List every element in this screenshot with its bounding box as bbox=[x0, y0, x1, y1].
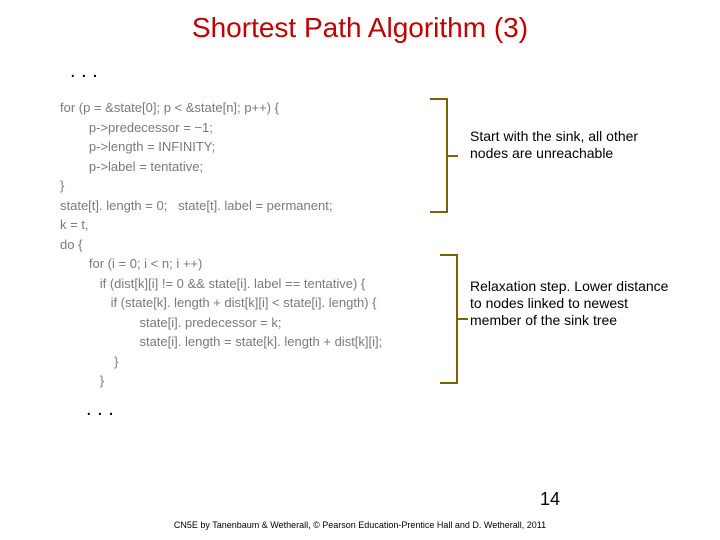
bottom-ellipsis: . . . bbox=[86, 398, 114, 421]
slide-title: Shortest Path Algorithm (3) bbox=[0, 0, 720, 44]
code-listing: for (p = &state[0]; p < &state[n]; p++) … bbox=[60, 98, 382, 391]
annotation-1: Start with the sink, all other nodes are… bbox=[470, 128, 660, 162]
page-number: 14 bbox=[540, 489, 560, 510]
annotation-2: Relaxation step. Lower distance to nodes… bbox=[470, 278, 670, 328]
top-ellipsis: . . . bbox=[70, 60, 98, 83]
footer-citation: CN5E by Tanenbaum & Wetherall, © Pearson… bbox=[0, 520, 720, 530]
bracket-annotation-2 bbox=[440, 254, 458, 384]
bracket-annotation-1 bbox=[430, 98, 448, 213]
